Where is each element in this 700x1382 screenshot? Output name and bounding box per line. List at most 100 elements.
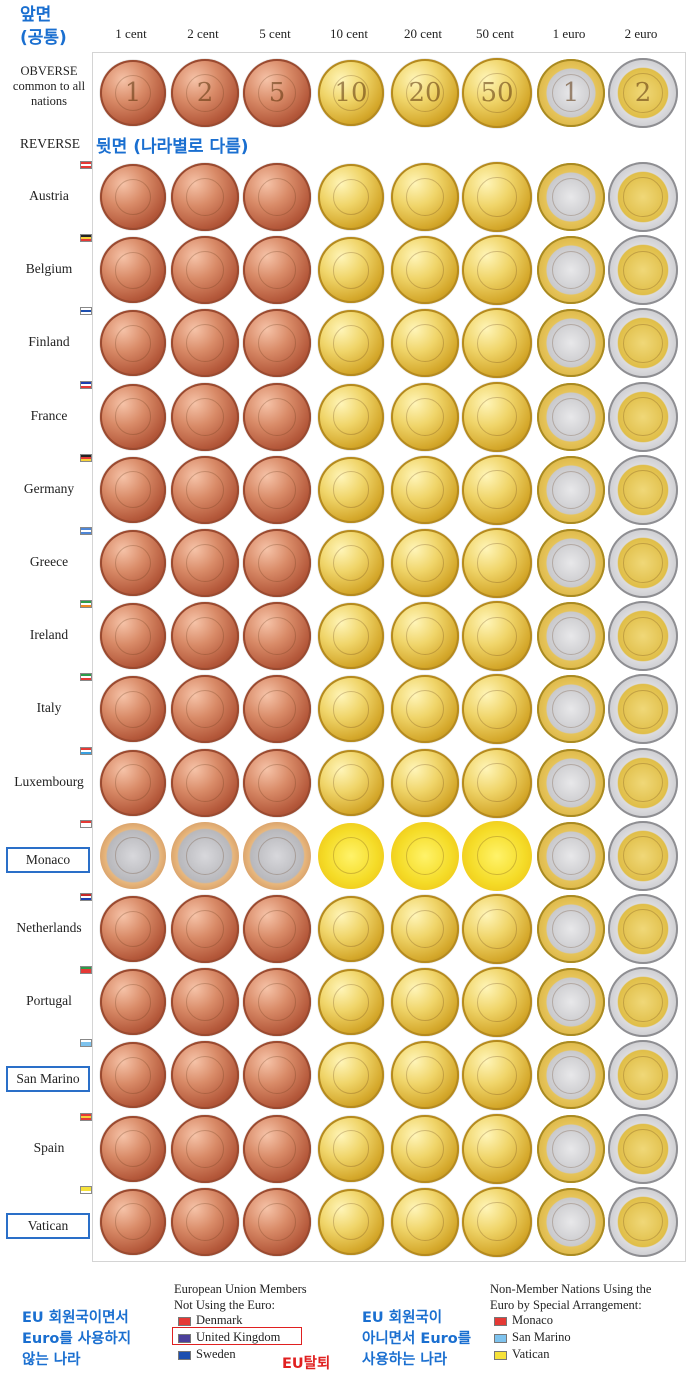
coin-1-euro: [537, 821, 605, 890]
coin-2-euro: 2: [608, 58, 678, 128]
coin-motif: [477, 250, 517, 290]
column-header: 1 euro: [552, 26, 586, 41]
coin-2-cent: [171, 675, 239, 744]
coin-numeral: 10: [334, 78, 368, 109]
coin-1-cent: [100, 383, 166, 450]
coin-motif: [257, 470, 297, 509]
coin-motif: [623, 1202, 663, 1242]
country-label: Austria: [29, 188, 69, 203]
coin-10-cent: [318, 969, 384, 1036]
coin-motif: [623, 909, 663, 949]
coin-motif: [332, 178, 370, 216]
coin-2-cent: [171, 895, 239, 963]
country-label: Vatican: [6, 1212, 90, 1239]
coin-motif: [405, 909, 445, 949]
coin-1-euro: [537, 1187, 605, 1256]
flag-icon: [80, 746, 92, 755]
coin-10-cent: 10: [318, 60, 384, 126]
coin-motif: [623, 762, 663, 803]
coin-motif: [405, 690, 445, 729]
legend-eu-title: European Union Members Not Using the Euro…: [174, 1282, 307, 1312]
coin-20-cent: [391, 895, 459, 963]
coin-2-euro: [608, 747, 678, 818]
coin-grid-frame: [92, 52, 686, 1262]
coin-2-cent: [171, 455, 239, 524]
coin-2-cent: [171, 821, 239, 890]
coin-motif: [551, 909, 591, 949]
coin-motif: [114, 910, 152, 948]
coin-motif: [551, 251, 591, 290]
flag-icon: [80, 307, 92, 316]
coin-1-euro: [537, 309, 605, 378]
coin-1-euro: [537, 748, 605, 817]
coin-20-cent: [391, 163, 459, 231]
coin-2-cent: [171, 163, 239, 231]
flag-icon: [80, 819, 92, 828]
coin-5-cent: [243, 455, 311, 524]
coin-motif: [257, 1129, 297, 1168]
obverse-label: OBVERSE common to all nations: [12, 64, 86, 108]
legend-item: Monaco: [494, 1312, 553, 1328]
coin-1-cent: 1: [100, 60, 166, 126]
country-label: Finland: [28, 334, 70, 350]
coin-5-cent: 5: [243, 59, 311, 127]
coin-2-euro: [608, 601, 678, 672]
coin-motif: [477, 396, 517, 437]
coin-1-euro: [537, 163, 605, 231]
coin-motif: [405, 543, 445, 583]
coin-50-cent: [462, 601, 532, 672]
coin-motif: [332, 74, 370, 112]
coin-50-cent: [462, 1113, 532, 1184]
coin-motif: [332, 324, 370, 362]
coin-10-cent: [318, 456, 384, 523]
flag-icon: [80, 234, 92, 243]
coin-motif: [332, 544, 370, 582]
column-header: 20 cent: [404, 26, 442, 41]
coin-2-cent: [171, 309, 239, 378]
coin-5-cent: [243, 382, 311, 451]
coin-2-euro: [608, 1113, 678, 1184]
flag-icon: [80, 1112, 92, 1121]
coin-motif: [114, 1056, 152, 1094]
coin-2-euro: [608, 894, 678, 964]
coin-1-cent: [100, 603, 166, 670]
coin-2-cent: 2: [171, 59, 239, 127]
coin-2-euro: [608, 381, 678, 452]
coin-1-euro: 1: [537, 59, 605, 127]
coin-1-cent: [100, 237, 166, 304]
coin-10-cent: [318, 383, 384, 450]
coin-10-cent: [318, 603, 384, 670]
coin-motif: [114, 251, 152, 289]
coin-50-cent: [462, 747, 532, 818]
coin-20-cent: 20: [391, 59, 459, 127]
flag-icon: [494, 1316, 507, 1326]
eu-exit-label: EU탈퇴: [282, 1356, 331, 1372]
coin-motif: [114, 74, 152, 112]
coin-5-cent: [243, 1187, 311, 1256]
coin-motif: [551, 397, 591, 436]
coin-motif: [257, 397, 297, 436]
united-kingdom-highlight: [172, 1327, 302, 1345]
coin-1-cent: [100, 1042, 166, 1109]
coin-motif: [257, 543, 297, 583]
coin-1-cent: [100, 456, 166, 523]
coin-20-cent: [391, 236, 459, 305]
coin-2-euro: [608, 1040, 678, 1111]
coin-1-cent: [100, 822, 166, 889]
coin-2-cent: [171, 968, 239, 1037]
coin-5-cent: [243, 1114, 311, 1183]
coin-motif: [477, 323, 517, 363]
coin-motif: [332, 983, 370, 1021]
coin-motif: [257, 763, 297, 802]
coin-2-cent: [171, 236, 239, 305]
coin-motif: [477, 177, 517, 217]
coin-motif: [185, 909, 225, 949]
coin-motif: [257, 983, 297, 1022]
coin-1-cent: [100, 896, 166, 962]
coin-motif: [185, 690, 225, 729]
coin-motif: [185, 1056, 225, 1095]
country-label: Ireland: [29, 627, 69, 643]
coin-motif: [185, 1202, 225, 1241]
coin-motif: [257, 73, 297, 113]
legend-item: Denmark: [178, 1312, 243, 1328]
